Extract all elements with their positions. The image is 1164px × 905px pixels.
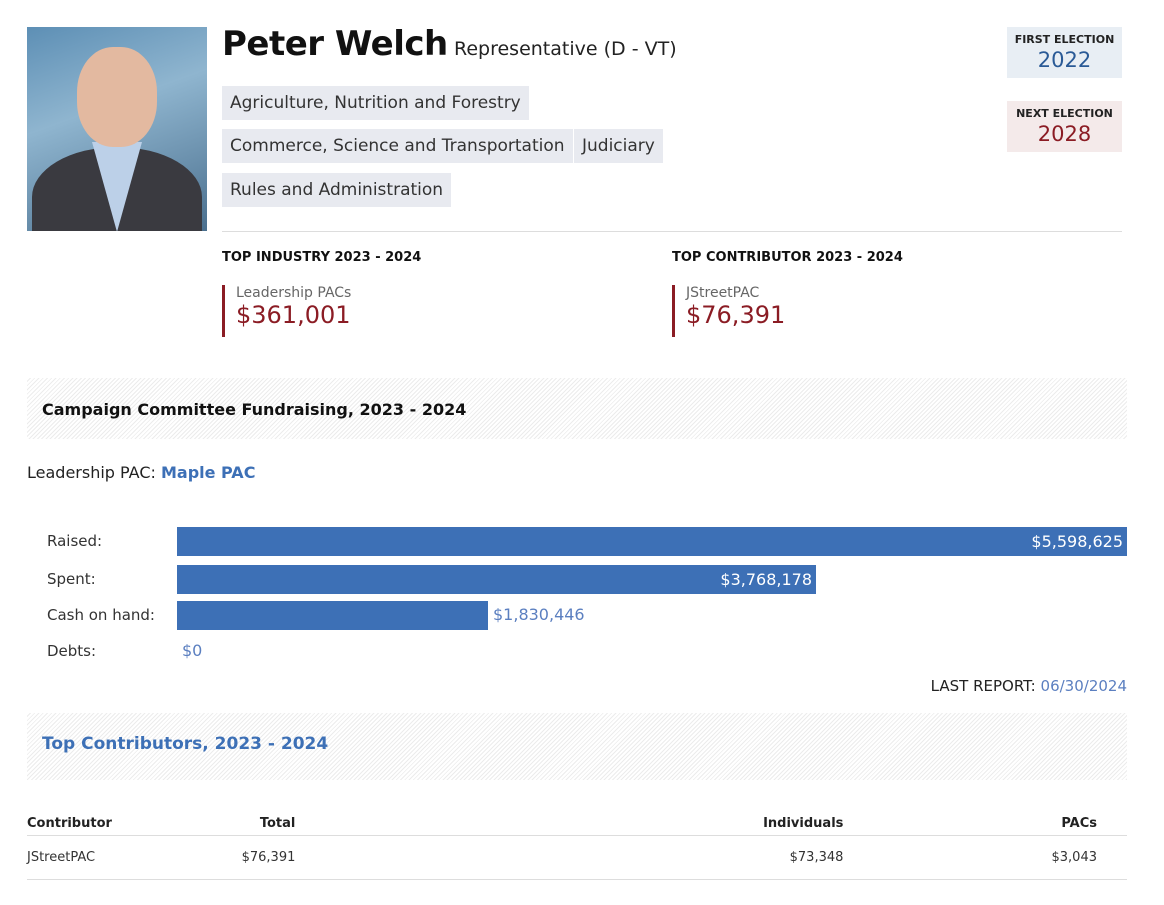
fundraising-title: Campaign Committee Fundraising, 2023 - 2… (42, 400, 467, 419)
committee-tag[interactable]: Commerce, Science and Transportation (222, 129, 573, 163)
leadership-pac: Leadership PAC: Maple PAC (27, 463, 255, 482)
table-row: JStreetPAC $76,391 $73,348 $3,043 (27, 835, 1127, 880)
last-report-date: 06/30/2024 (1040, 677, 1127, 695)
fundraising-label: Debts: (47, 642, 97, 660)
top-contributor-value: $76,391 (686, 301, 786, 329)
first-election-value: 2022 (1037, 48, 1092, 72)
cell-total: $76,391 (132, 835, 699, 880)
committee-tag[interactable]: Judiciary (574, 129, 663, 163)
fundraising-label: Cash on hand: (47, 606, 155, 624)
col-total: Total (132, 812, 699, 836)
fundraising-label: Raised: (47, 532, 103, 550)
cell-pacs: $3,043 (1033, 835, 1127, 880)
divider (222, 231, 1122, 232)
next-election-label: NEXT ELECTION (1016, 107, 1113, 120)
col-pacs: PACs (1033, 812, 1127, 836)
cell-individuals: $73,348 (698, 835, 1034, 880)
fundraising-header: Campaign Committee Fundraising, 2023 - 2… (27, 378, 1127, 439)
cell-contributor[interactable]: JStreetPAC (27, 835, 133, 880)
last-report: LAST REPORT: 06/30/2024 (931, 677, 1127, 695)
member-name: Peter Welch (222, 24, 448, 64)
contributors-header: Top Contributors, 2023 - 2024 (27, 713, 1127, 780)
profile-photo (27, 27, 207, 231)
fundraising-label: Spent: (47, 570, 96, 588)
top-contributor: JStreetPAC $76,391 (672, 285, 785, 337)
member-role: Representative (D - VT) (454, 38, 677, 60)
contributors-title[interactable]: Top Contributors, 2023 - 2024 (42, 734, 329, 754)
top-contributor-name[interactable]: JStreetPAC (686, 285, 760, 301)
committee-tag[interactable]: Agriculture, Nutrition and Forestry (222, 86, 529, 120)
fundraising-bar: $3,768,178 (177, 565, 816, 594)
next-election-value: 2028 (1037, 122, 1092, 146)
contributors-table: Contributor Total Individuals PACs JStre… (27, 812, 1127, 880)
top-contributor-label: TOP CONTRIBUTOR 2023 - 2024 (672, 250, 903, 265)
first-election-label: FIRST ELECTION (1014, 33, 1115, 46)
table-header-row: Contributor Total Individuals PACs (27, 812, 1127, 836)
top-industry-value: $361,001 (236, 301, 351, 329)
committee-tag[interactable]: Rules and Administration (222, 173, 452, 207)
top-industry: Leadership PACs $361,001 (222, 285, 351, 337)
leadership-pac-label: Leadership PAC: (27, 463, 156, 482)
last-report-label: LAST REPORT: (930, 677, 1036, 695)
top-industry-label: TOP INDUSTRY 2023 - 2024 (222, 250, 422, 265)
col-individuals: Individuals (698, 812, 1034, 836)
fundraising-value: $0 (182, 641, 203, 660)
leadership-pac-link[interactable]: Maple PAC (160, 463, 256, 482)
fundraising-bar: $5,598,625 (177, 527, 1127, 556)
next-election-box: NEXT ELECTION 2028 (1007, 101, 1122, 152)
fundraising-value: $1,830,446 (493, 605, 585, 624)
top-industry-name[interactable]: Leadership PACs (236, 285, 352, 301)
first-election-box: FIRST ELECTION 2022 (1007, 27, 1122, 78)
col-contributor: Contributor (27, 812, 133, 836)
fundraising-bar (177, 601, 488, 630)
